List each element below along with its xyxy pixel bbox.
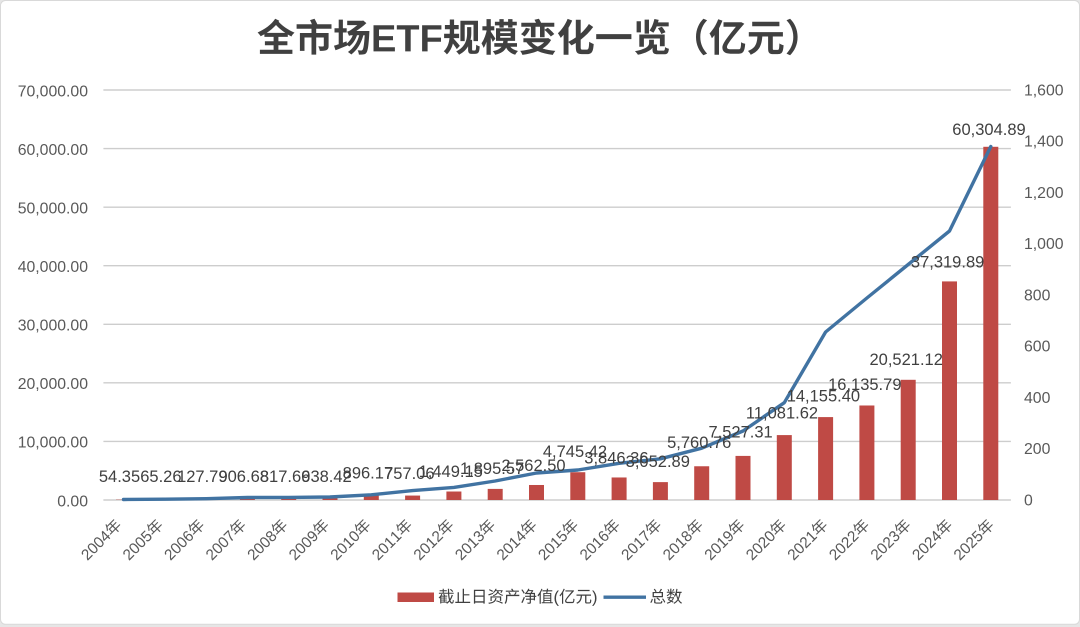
- svg-text:10,000.00: 10,000.00: [18, 435, 88, 452]
- svg-text:1,449.15: 1,449.15: [419, 463, 483, 481]
- svg-text:200: 200: [1024, 441, 1051, 458]
- svg-text:5,760.76: 5,760.76: [667, 434, 731, 452]
- svg-text:400: 400: [1024, 390, 1051, 407]
- svg-text:600: 600: [1024, 339, 1051, 356]
- svg-text:30,000.00: 30,000.00: [18, 318, 88, 335]
- svg-text:37,319.89: 37,319.89: [911, 254, 984, 272]
- svg-text:60,000.00: 60,000.00: [18, 142, 88, 159]
- svg-text:2,562.50: 2,562.50: [501, 457, 565, 475]
- svg-text:3,052.89: 3,052.89: [626, 453, 690, 471]
- svg-text:20,000.00: 20,000.00: [18, 376, 88, 393]
- svg-text:1,400: 1,400: [1024, 134, 1064, 151]
- svg-text:20,521.12: 20,521.12: [869, 351, 942, 369]
- svg-text:65.26: 65.26: [140, 468, 181, 486]
- svg-text:14,155.40: 14,155.40: [787, 388, 860, 406]
- svg-text:906.68: 906.68: [218, 468, 268, 486]
- svg-text:0: 0: [1024, 492, 1033, 509]
- svg-text:50,000.00: 50,000.00: [18, 200, 88, 217]
- svg-text:1,895.57: 1,895.57: [460, 460, 524, 478]
- svg-text:0.00: 0.00: [57, 493, 88, 510]
- svg-text:817.66: 817.66: [260, 468, 310, 486]
- svg-text:54.35: 54.35: [99, 468, 140, 486]
- svg-text:60,304.89: 60,304.89: [952, 121, 1025, 139]
- svg-text:1,000: 1,000: [1024, 236, 1064, 253]
- svg-text:7,527.31: 7,527.31: [708, 424, 772, 442]
- svg-text:4,745.42: 4,745.42: [543, 443, 607, 461]
- svg-text:1,600: 1,600: [1024, 82, 1064, 99]
- svg-text:800: 800: [1024, 287, 1051, 304]
- svg-text:896.17: 896.17: [343, 465, 393, 483]
- svg-text:70,000.00: 70,000.00: [18, 83, 88, 100]
- svg-text:127.79: 127.79: [177, 468, 227, 486]
- svg-text:3,846.36: 3,846.36: [584, 450, 648, 468]
- svg-text:757.06: 757.06: [384, 465, 434, 483]
- svg-text:40,000.00: 40,000.00: [18, 259, 88, 276]
- svg-text:938.42: 938.42: [301, 468, 351, 486]
- svg-text:11,081.62: 11,081.62: [746, 405, 818, 423]
- svg-text:1,200: 1,200: [1024, 185, 1064, 202]
- svg-text:16,135.79: 16,135.79: [828, 376, 901, 394]
